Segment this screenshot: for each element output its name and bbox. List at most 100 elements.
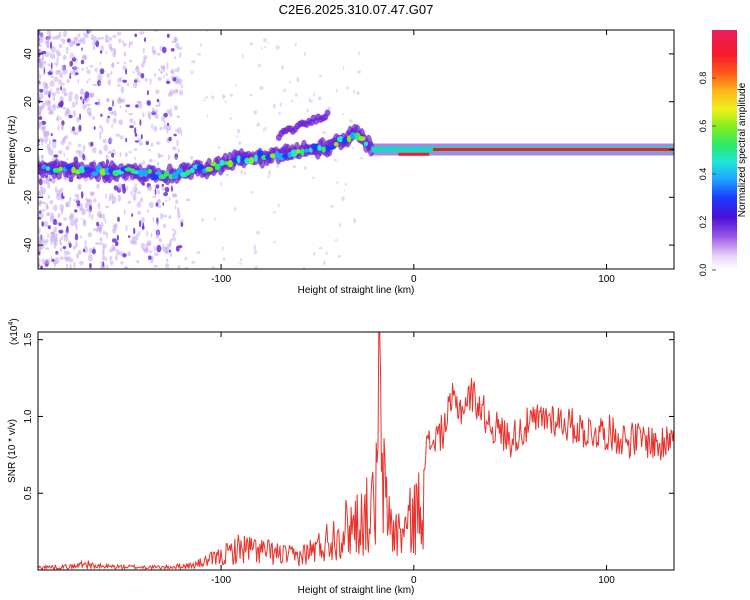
ridge-core	[244, 157, 251, 165]
ridge-core	[227, 160, 234, 168]
ridge-core	[210, 161, 217, 167]
noise-point	[272, 103, 276, 109]
noise-point	[58, 222, 62, 227]
noise-point	[46, 203, 49, 209]
noise-point	[51, 92, 57, 96]
noise-point	[136, 80, 141, 83]
noise-point	[139, 119, 142, 126]
noise-point	[112, 99, 114, 107]
noise-point	[148, 255, 152, 260]
snr-y-ticks: 0.5 1.0 1.5	[23, 332, 674, 500]
noise-point	[221, 94, 226, 99]
ridge-core	[189, 167, 195, 174]
noise-point	[75, 100, 78, 106]
noise-point	[47, 225, 51, 230]
noise-point	[75, 72, 79, 76]
noise-point	[119, 105, 122, 109]
noise-point	[42, 72, 46, 76]
noise-point	[125, 109, 127, 113]
noise-point	[109, 36, 112, 41]
noise-point	[67, 107, 69, 111]
noise-point	[101, 266, 105, 269]
noise-point	[53, 218, 57, 226]
noise-point	[66, 157, 69, 161]
noise-point	[82, 98, 85, 105]
ridge-core	[52, 167, 61, 173]
noise-point	[163, 74, 165, 79]
noise-point	[156, 98, 160, 103]
noise-point	[162, 46, 167, 54]
noise-point	[166, 33, 170, 38]
noise-point	[91, 213, 94, 221]
noise-point	[150, 142, 154, 147]
noise-point	[129, 125, 134, 129]
noise-point	[68, 242, 72, 248]
noise-point	[121, 98, 126, 103]
noise-point	[102, 213, 106, 221]
noise-point	[73, 261, 76, 269]
noise-point	[170, 75, 176, 79]
noise-point	[99, 213, 103, 219]
noise-point	[38, 62, 41, 69]
noise-point	[319, 74, 322, 77]
noise-point	[339, 223, 342, 228]
noise-point	[41, 154, 44, 161]
ridge-core	[219, 159, 225, 167]
noise-point	[39, 185, 44, 191]
noise-point	[122, 253, 127, 258]
noise-point	[184, 256, 188, 261]
noise-point	[327, 106, 332, 111]
noise-point	[60, 140, 65, 146]
noise-point	[318, 96, 322, 101]
noise-point	[142, 222, 145, 229]
noise-point	[86, 107, 92, 115]
noise-point	[74, 217, 79, 223]
chart-title: C2E6.2025.310.07.47.G07	[279, 2, 434, 17]
noise-point	[61, 124, 64, 131]
ridge-core	[78, 165, 86, 174]
snr-y-scale-prefix: (x10	[9, 325, 20, 345]
colorbar: 0.0 0.2 0.4 0.6 0.8 Normalized spectral ampl…	[698, 30, 748, 276]
noise-point	[257, 121, 260, 127]
ridge-core	[155, 170, 162, 176]
noise-point	[155, 184, 160, 189]
noise-point	[170, 184, 174, 188]
noise-point	[154, 72, 157, 78]
noise-point	[82, 248, 86, 253]
noise-point	[47, 233, 49, 238]
noise-point	[306, 108, 309, 113]
noise-point	[160, 65, 164, 69]
noise-point	[97, 202, 101, 210]
noise-point	[148, 158, 153, 163]
noise-point	[93, 198, 97, 203]
noise-point	[152, 50, 157, 55]
noise-point	[41, 50, 47, 55]
ridge-core	[205, 166, 214, 172]
noise-point	[61, 120, 65, 126]
noise-point	[38, 74, 42, 80]
noise-point	[44, 83, 48, 89]
noise-point	[108, 43, 113, 50]
colorbar-tick-label: 0.2	[698, 216, 708, 229]
noise-point	[353, 218, 357, 223]
noise-point	[206, 114, 208, 118]
noise-point	[86, 103, 91, 107]
noise-point	[146, 101, 151, 106]
noise-point	[173, 133, 177, 137]
noise-point	[159, 126, 163, 131]
noise-point	[44, 40, 47, 44]
noise-point	[138, 220, 142, 228]
noise-point	[147, 110, 151, 118]
noise-point	[110, 48, 115, 51]
noise-point	[86, 69, 91, 74]
noise-point	[112, 34, 117, 39]
noise-point	[168, 196, 171, 201]
noise-point	[175, 245, 180, 252]
noise-point	[104, 218, 107, 225]
noise-point	[44, 100, 50, 107]
noise-point	[60, 100, 64, 107]
noise-point	[73, 198, 79, 202]
noise-point	[136, 260, 140, 264]
noise-point	[341, 196, 345, 202]
noise-point	[154, 114, 159, 119]
